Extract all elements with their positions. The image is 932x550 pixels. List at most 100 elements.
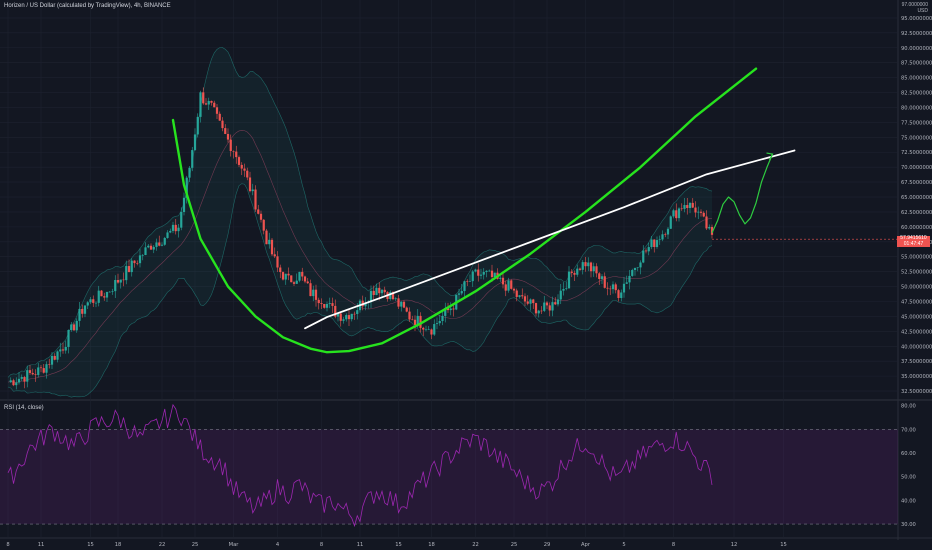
candle-body xyxy=(336,313,340,317)
candle-body xyxy=(229,139,232,152)
time-axis[interactable]: 8 11 15 18 22 25 Mar 4 8 11 15 18 22 25 29 Apr 5 8 12 15 xyxy=(6,542,786,548)
candle-body xyxy=(144,247,147,256)
candle-body xyxy=(598,273,601,279)
candle-body xyxy=(193,134,197,151)
candle-body xyxy=(466,281,469,282)
candle-body xyxy=(490,270,494,278)
candle-body xyxy=(251,189,254,192)
candle-body xyxy=(438,321,441,324)
rsi-tick-label: 80.00 xyxy=(901,404,916,410)
candle-body xyxy=(617,290,620,298)
candle-body xyxy=(138,255,142,264)
candle-body xyxy=(680,208,683,210)
time-tick-label: 18 xyxy=(428,542,435,548)
candle-body xyxy=(259,213,263,220)
candle-body xyxy=(306,281,309,284)
candle-body xyxy=(122,279,125,281)
time-tick-label: 8 xyxy=(672,542,675,548)
candle-body xyxy=(677,208,681,219)
candle-body xyxy=(257,209,260,214)
candle-body xyxy=(471,271,474,282)
candle-body xyxy=(191,150,194,168)
candle-body xyxy=(180,211,183,228)
candle-body xyxy=(268,239,271,245)
candle-body xyxy=(284,273,287,280)
candle-body xyxy=(149,245,153,250)
candle-body xyxy=(600,276,604,279)
candle-body xyxy=(653,239,656,247)
price-tick-label: 37.5000000 xyxy=(901,359,932,365)
candle-body xyxy=(125,266,128,281)
candle-body xyxy=(270,239,274,255)
candle-body xyxy=(23,377,26,382)
price-axis-bg xyxy=(898,0,932,550)
candle-body xyxy=(548,305,551,311)
candle-body xyxy=(182,197,186,212)
candle-body xyxy=(350,313,353,320)
price-tick-label: 77.5000000 xyxy=(901,120,932,126)
candle-body xyxy=(570,271,573,273)
price-tick-label: 52.5000000 xyxy=(901,270,932,276)
candle-body xyxy=(364,302,367,307)
candle-body xyxy=(565,288,568,289)
candle-body xyxy=(356,310,359,314)
candle-body xyxy=(699,211,703,213)
candle-body xyxy=(196,116,199,135)
candle-body xyxy=(116,279,120,283)
candle-body xyxy=(221,120,224,129)
countdown-value: 01:47:47 xyxy=(903,240,924,247)
rsi-band-fill xyxy=(0,429,898,525)
candle-body xyxy=(446,308,450,311)
candle-body xyxy=(314,289,318,300)
price-tick-label: 45.0000000 xyxy=(901,314,932,320)
currency-unit: USD xyxy=(917,8,928,14)
candle-body xyxy=(207,100,210,105)
price-tick-label: 80.0000000 xyxy=(901,105,932,111)
candle-body xyxy=(611,284,615,290)
candle-body xyxy=(705,216,708,229)
candle-body xyxy=(675,210,678,219)
candle-body xyxy=(94,302,98,304)
price-tick-label: 60.0000000 xyxy=(901,225,932,231)
candle-body xyxy=(512,288,516,291)
drawing-overlays xyxy=(171,67,898,354)
candle-body xyxy=(273,254,276,257)
price-tick-label: 82.5000000 xyxy=(901,91,932,97)
candle-body xyxy=(59,349,62,352)
candle-body xyxy=(160,244,164,246)
candle-body xyxy=(166,232,169,238)
cup-curve xyxy=(171,67,758,354)
rsi-tick-label: 70.00 xyxy=(901,427,916,433)
candle-body xyxy=(642,250,645,263)
candle-body xyxy=(262,219,265,231)
candle-body xyxy=(339,313,342,321)
candle-body xyxy=(515,290,518,297)
candle-body xyxy=(664,234,667,235)
candle-body xyxy=(78,308,81,321)
candle-body xyxy=(163,237,166,245)
candle-body xyxy=(204,103,208,105)
candle-body xyxy=(578,268,582,270)
price-tick-label: 65.0000000 xyxy=(901,195,932,201)
candle-body xyxy=(501,277,505,285)
candle-body xyxy=(702,212,705,217)
candle-body xyxy=(551,302,554,311)
candle-body xyxy=(39,367,43,369)
candle-body xyxy=(334,305,337,317)
candle-body xyxy=(240,164,243,169)
candle-body xyxy=(482,271,485,275)
candle-body xyxy=(493,272,496,278)
candle-body xyxy=(625,282,628,284)
candle-body xyxy=(499,277,502,279)
last-price-value: 57.9415610 xyxy=(900,235,927,241)
candle-body xyxy=(391,292,395,300)
candle-body xyxy=(303,276,307,282)
candle-body xyxy=(61,349,65,351)
candle-body xyxy=(603,276,606,288)
candle-body xyxy=(130,260,133,273)
candle-body xyxy=(171,224,175,231)
candle-body xyxy=(119,279,122,283)
time-tick-label: 25 xyxy=(192,542,199,548)
candle-body xyxy=(127,266,131,273)
